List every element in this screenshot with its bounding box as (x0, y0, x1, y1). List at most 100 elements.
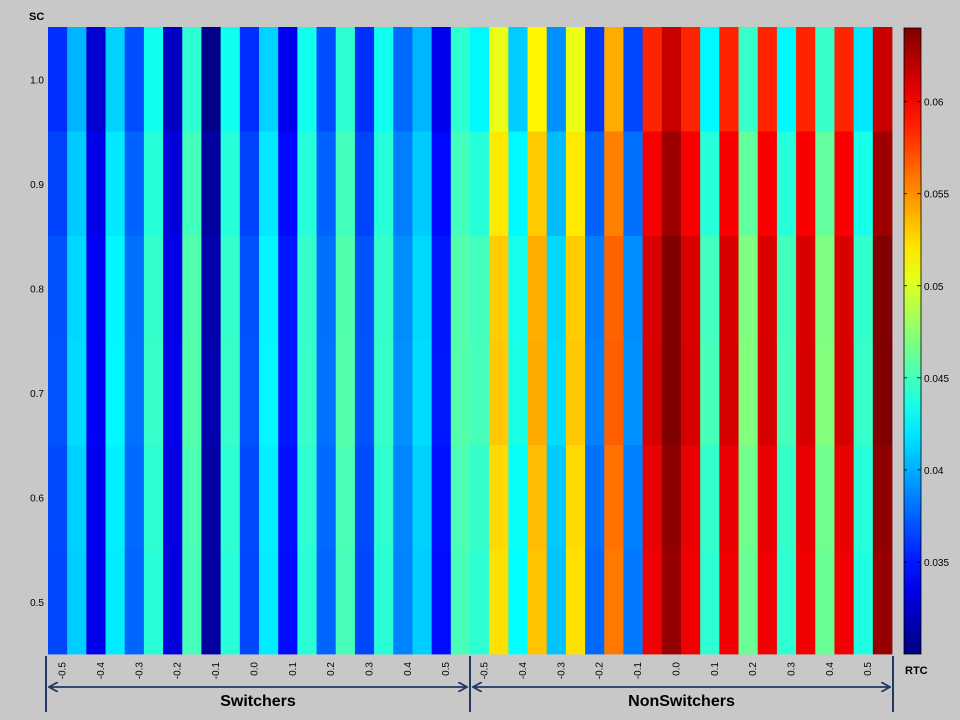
heatmap-cell (719, 445, 739, 550)
heatmap-cell (431, 236, 452, 341)
heatmap-cell (508, 27, 528, 132)
heatmap-cell (412, 340, 433, 446)
heatmap-cell (450, 131, 471, 237)
heatmap-cell (757, 236, 778, 341)
heatmap-cell (815, 27, 835, 132)
heatmap-cell (872, 549, 893, 655)
heatmap-cell (757, 27, 778, 132)
heatmap-cell (757, 131, 778, 237)
heatmap-cell (374, 27, 394, 132)
heatmap-cell (220, 27, 241, 132)
heatmap-cell (335, 131, 356, 237)
heatmap-cell (450, 445, 471, 550)
heatmap-cell (105, 27, 126, 132)
heatmap-cell (546, 27, 567, 132)
heatmap-cell (681, 27, 701, 132)
heatmap-cell (604, 236, 624, 341)
heatmap-cell (393, 549, 413, 655)
heatmap-cell (796, 236, 816, 341)
heatmap-cell (48, 27, 68, 132)
heatmap-cell (834, 445, 855, 550)
heatmap-cell (681, 340, 701, 446)
heatmap-cell (738, 27, 759, 132)
heatmap-cell (470, 236, 490, 341)
y-tick-label: 0.6 (30, 493, 44, 504)
heatmap-cell (719, 27, 739, 132)
heatmap-cell (776, 27, 797, 132)
heatmap-cell (163, 445, 183, 550)
heatmap-cell (757, 445, 778, 550)
heatmap-cell (201, 549, 222, 655)
heatmap-cell (239, 340, 260, 446)
x-axis: -0.5 -0.4 -0.3 -0.2 -0.1 0.0 0.1 0.2 0.3 0.4 0.5 -0… (58, 662, 875, 680)
heatmap-cell (661, 236, 682, 341)
x-tick-label: -0.1 (633, 662, 644, 680)
heatmap-cell (182, 131, 202, 237)
heatmap-cell (719, 236, 739, 341)
heatmap-cell (182, 236, 202, 341)
heatmap-cell (527, 27, 548, 132)
heatmap-cell (335, 549, 356, 655)
heatmap-cell (124, 445, 145, 550)
heatmap-cell (604, 445, 624, 550)
heatmap-cell (374, 131, 394, 237)
heatmap-cell (412, 131, 433, 237)
heatmap-cell (182, 445, 202, 550)
heatmap-cell (585, 27, 605, 132)
heatmap-cell (374, 340, 394, 446)
heatmap-cell (259, 445, 279, 550)
heatmap-cell (700, 445, 720, 550)
heatmap-cell (508, 549, 528, 655)
heatmap-cell (757, 549, 778, 655)
heatmap-cell (642, 236, 663, 341)
heatmap-cell (489, 236, 509, 341)
heatmap-cell (259, 549, 279, 655)
heatmap-cell (738, 340, 759, 446)
heatmap-cell (585, 549, 605, 655)
heatmap-cell (259, 131, 279, 237)
heatmap-cell (565, 549, 586, 655)
heatmap-cell (393, 131, 413, 237)
x-tick-label: 0.2 (326, 662, 337, 676)
heatmap-cell (316, 236, 337, 341)
heatmap-cell (796, 549, 816, 655)
heatmap-cell (297, 445, 317, 550)
heatmap-cell (470, 131, 490, 237)
heatmap-cell (872, 27, 893, 132)
heatmap-cell (546, 131, 567, 237)
heatmap-cell (470, 445, 490, 550)
x-tick-label: 0.2 (748, 662, 759, 676)
heatmap-cell (412, 27, 433, 132)
x-tick-label: -0.3 (134, 662, 145, 680)
heatmap-cell (412, 445, 433, 550)
heatmap-cell (681, 131, 701, 237)
heatmap-cell (143, 27, 164, 132)
heatmap-cell (105, 549, 126, 655)
heatmap-cell (86, 445, 106, 550)
heatmap-cell (489, 445, 509, 550)
y-tick-label: 0.9 (30, 180, 44, 191)
x-tick-label: 0.1 (710, 662, 721, 676)
heatmap-cell (239, 549, 260, 655)
heatmap-cell (450, 27, 471, 132)
heatmap-cell (738, 131, 759, 237)
heatmap-cell (738, 549, 759, 655)
heatmap-cell (565, 445, 586, 550)
heatmap-cell (527, 445, 548, 550)
heatmap-cell (278, 549, 298, 655)
colorbar-gradient (903, 27, 922, 655)
heatmap-cell (335, 340, 356, 446)
heatmap-cell (585, 131, 605, 237)
heatmap-cell (604, 549, 624, 655)
heatmap-cell (297, 549, 317, 655)
heatmap-cell (297, 340, 317, 446)
heatmap-cell (143, 131, 164, 237)
heatmap-cell (297, 27, 317, 132)
heatmap-cell (354, 236, 375, 341)
heatmap-cell (105, 340, 126, 446)
heatmap-cell (738, 445, 759, 550)
heatmap-cell (105, 445, 126, 550)
heatmap-cell (681, 549, 701, 655)
heatmap-cell (815, 236, 835, 341)
